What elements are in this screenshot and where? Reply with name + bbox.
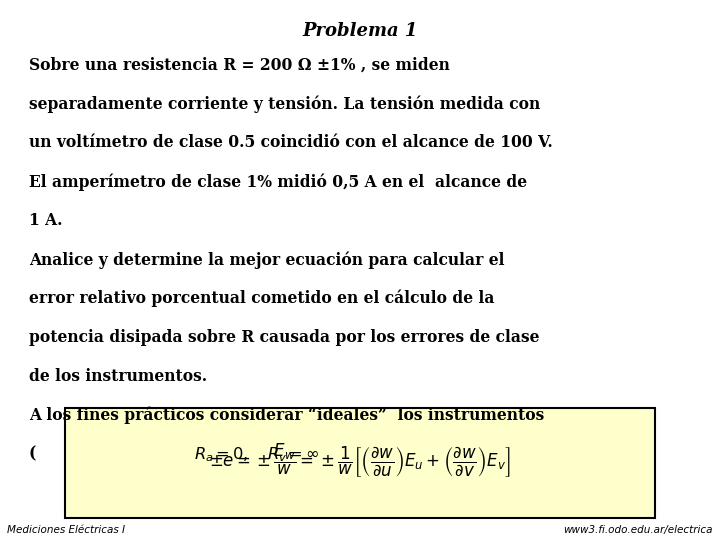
Text: de los instrumentos.: de los instrumentos.	[29, 368, 207, 384]
Text: potencia disipada sobre R causada por los errores de clase: potencia disipada sobre R causada por lo…	[29, 329, 539, 346]
Text: 1 A.: 1 A.	[29, 212, 63, 229]
Text: error relativo porcentual cometido en el cálculo de la: error relativo porcentual cometido en el…	[29, 290, 495, 307]
Text: separadamente corriente y tensión. La tensión medida con: separadamente corriente y tensión. La te…	[29, 96, 540, 113]
Text: $\pm e = \pm \dfrac{E_w}{w} = \pm \dfrac{1}{w} \left[ \left(\dfrac{\partial w}{\: $\pm e = \pm \dfrac{E_w}{w} = \pm \dfrac…	[209, 441, 511, 479]
Text: El amperímetro de clase 1% midió 0,5 A en el  alcance de: El amperímetro de clase 1% midió 0,5 A e…	[29, 173, 527, 191]
Text: Sobre una resistencia R = 200 Ω ±1% , se miden: Sobre una resistencia R = 200 Ω ±1% , se…	[29, 57, 450, 73]
FancyBboxPatch shape	[65, 408, 655, 518]
Text: Mediciones Eléctricas I: Mediciones Eléctricas I	[7, 524, 125, 535]
Text: Problema 1: Problema 1	[302, 22, 418, 39]
Text: un voltímetro de clase 0.5 coincidió con el alcance de 100 V.: un voltímetro de clase 0.5 coincidió con…	[29, 134, 552, 151]
Text: (: (	[29, 446, 36, 462]
Text: Analice y determine la mejor ecuación para calcular el: Analice y determine la mejor ecuación pa…	[29, 251, 504, 268]
Text: A los fines prácticos considerar “ideales”  los instrumentos: A los fines prácticos considerar “ideale…	[29, 407, 544, 424]
Text: www3.fi.odo.edu.ar/electrica: www3.fi.odo.edu.ar/electrica	[563, 524, 713, 535]
Text: $\mathit{R}_a = 0, \quad R_v = \infty$: $\mathit{R}_a = 0, \quad R_v = \infty$	[194, 446, 320, 464]
